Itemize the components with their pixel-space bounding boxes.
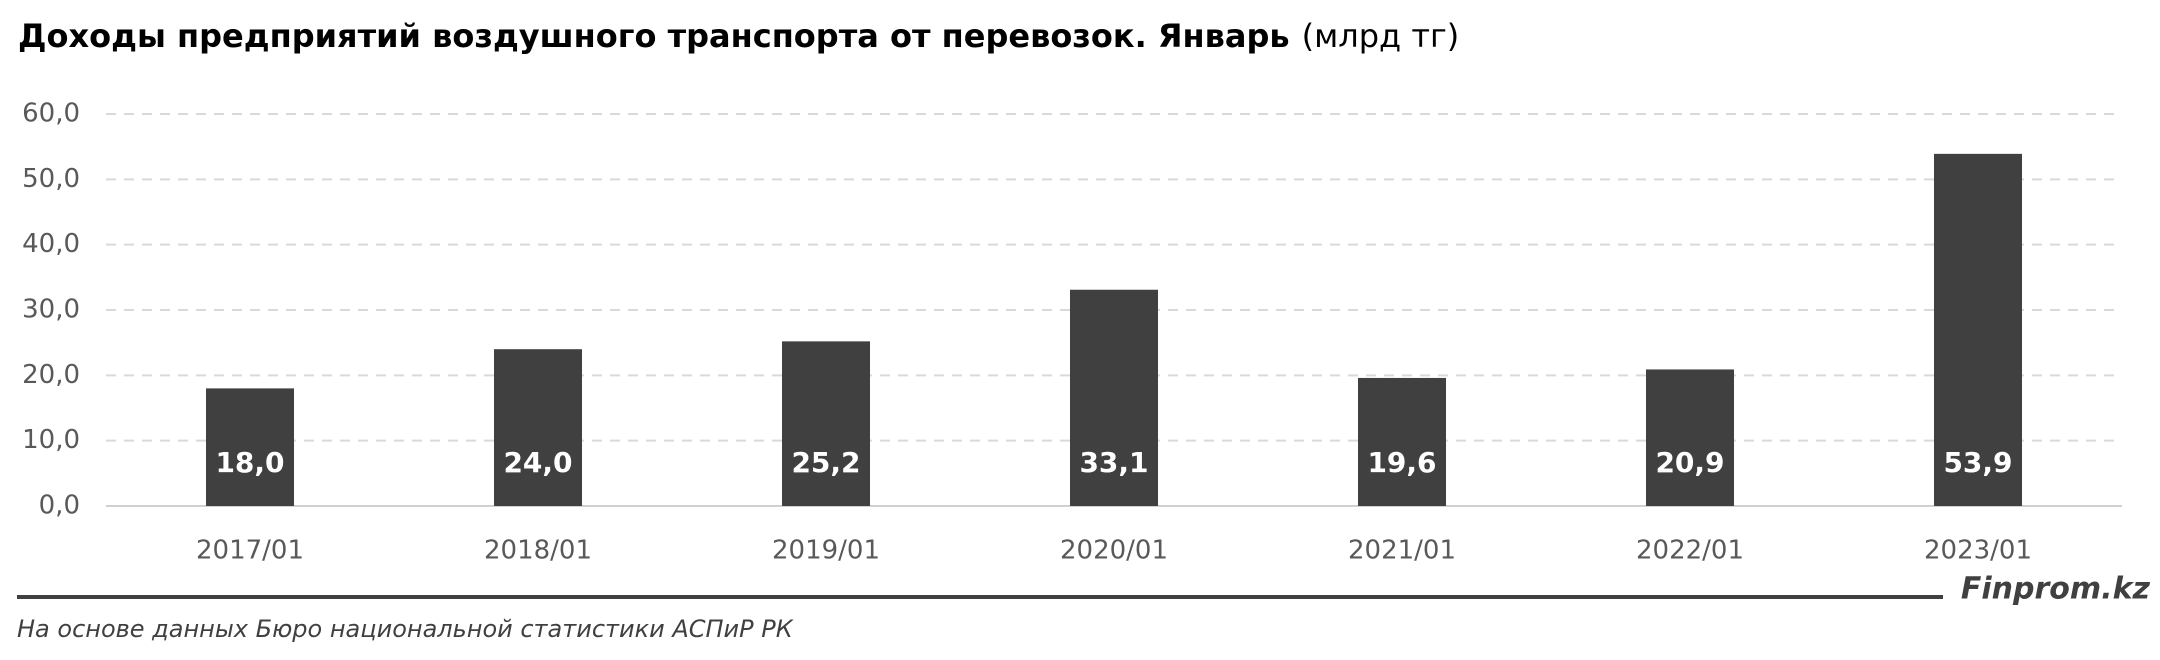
value-label: 18,0 — [215, 446, 284, 479]
brand: Finprom.kz — [1961, 572, 2151, 607]
value-label: 24,0 — [503, 446, 572, 479]
x-tick-label: 2023/01 — [1924, 536, 2032, 566]
x-tick-label: 2020/01 — [1060, 536, 1168, 566]
chart-title: Доходы предприятий воздушного транспорта… — [18, 17, 1290, 55]
value-label: 25,2 — [791, 446, 860, 479]
y-tick-label: 40,0 — [22, 229, 80, 259]
y-tick-label: 20,0 — [22, 360, 80, 390]
x-tick-label: 2019/01 — [772, 536, 880, 566]
chart-unit: (млрд тг) — [1302, 17, 1460, 55]
bar — [1646, 369, 1734, 506]
value-label: 19,6 — [1367, 446, 1436, 479]
y-tick-label: 0,0 — [39, 491, 80, 521]
x-tick-label: 2017/01 — [196, 536, 304, 566]
bar — [1070, 289, 1158, 506]
bar — [206, 388, 294, 506]
value-label: 53,9 — [1943, 446, 2012, 479]
y-tick-label: 60,0 — [22, 99, 80, 129]
bar — [782, 341, 870, 506]
bar — [1358, 377, 1446, 506]
y-tick-label: 30,0 — [22, 295, 80, 325]
x-tick-label: 2018/01 — [484, 536, 592, 566]
value-label: 20,9 — [1655, 446, 1724, 479]
x-tick-label: 2021/01 — [1348, 536, 1456, 566]
y-tick-label: 50,0 — [22, 164, 80, 194]
x-tick-label: 2022/01 — [1636, 536, 1744, 566]
y-tick-label: 10,0 — [22, 425, 80, 455]
bar — [494, 349, 582, 506]
value-label: 33,1 — [1079, 446, 1148, 479]
source: На основе данных Бюро национальной стати… — [17, 615, 794, 643]
bar — [1934, 153, 2022, 506]
